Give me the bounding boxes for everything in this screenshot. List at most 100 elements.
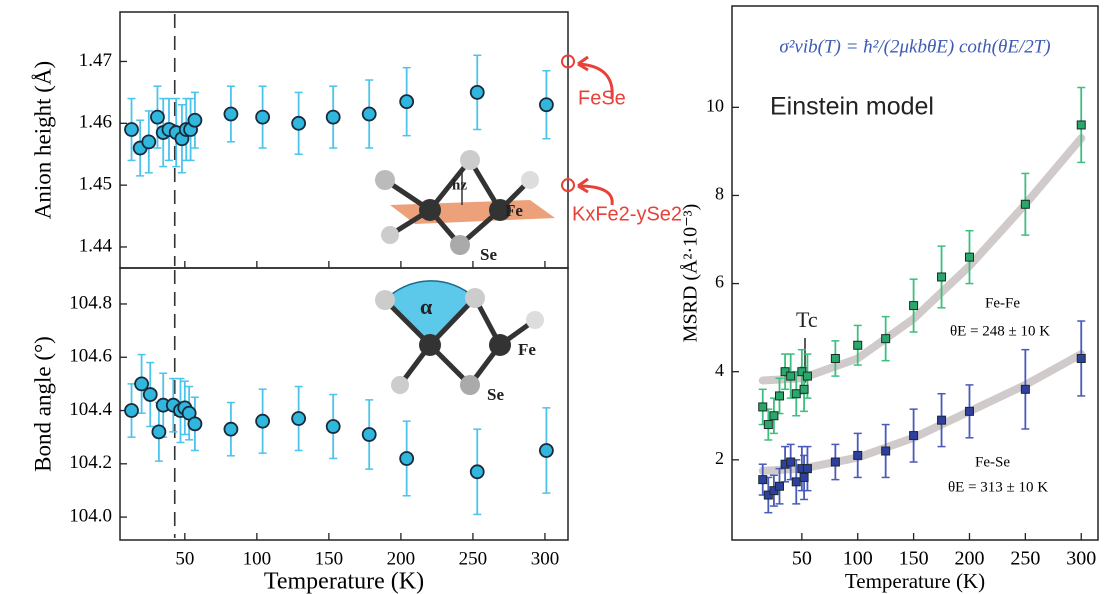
data-point <box>786 371 796 381</box>
fit-curve <box>758 134 1086 385</box>
data-point <box>469 464 485 480</box>
data-point <box>1076 353 1086 363</box>
x-tick-label: 250 <box>459 548 488 569</box>
y-tick-label: 1.46 <box>79 112 112 133</box>
annotation: Tc <box>796 307 818 332</box>
data-point <box>291 411 307 426</box>
data-point <box>853 340 863 350</box>
x-tick-label: 300 <box>531 548 560 569</box>
data-point <box>1076 120 1086 130</box>
reference-label: FeSe <box>578 88 626 110</box>
y-tick-label: 104.6 <box>69 346 112 367</box>
y-tick-label: 1.44 <box>79 235 113 256</box>
reference-point <box>561 178 575 193</box>
data-point <box>853 450 863 460</box>
y-tick-label: 104.2 <box>69 452 112 473</box>
y-tick-label: 104.4 <box>69 399 112 420</box>
data-point <box>325 419 341 434</box>
data-point <box>255 413 271 429</box>
reference-label: KxFe2-ySe2 <box>572 203 682 225</box>
data-point <box>538 97 554 113</box>
annotation: Fe <box>505 201 523 220</box>
reference-point <box>561 54 575 69</box>
series-label: Fe-Fe <box>985 295 1020 311</box>
series-annotation: θE = 313 ± 10 K <box>948 479 1048 495</box>
data-point <box>830 457 840 467</box>
y-axis-label: MSRD (Å²·10⁻³) <box>680 204 702 343</box>
x-tick-label: 50 <box>175 548 194 569</box>
y-tick-label: 2 <box>715 448 724 468</box>
annotation: hz <box>452 177 467 193</box>
y-axis-label: Bond angle (°) <box>30 336 55 472</box>
data-point <box>774 391 784 401</box>
structure-illustration <box>375 150 555 255</box>
data-point <box>361 106 377 122</box>
y-tick-label: 1.47 <box>79 50 112 71</box>
y-tick-label: 10 <box>706 95 724 115</box>
data-point <box>937 415 947 425</box>
x-axis-label: Temperature (K) <box>845 569 985 593</box>
y-tick-label: 1.45 <box>79 173 112 194</box>
data-point <box>791 389 801 399</box>
data-point <box>399 94 415 110</box>
chart-title: σ²vib(T) = ħ²/(2μkbθE) coth(θE/2T) <box>779 36 1050 57</box>
annotation: α <box>420 294 433 319</box>
x-tick-label: 300 <box>1066 548 1096 570</box>
x-tick-label: 150 <box>899 548 929 570</box>
plot-frame <box>119 267 569 541</box>
x-tick-label: 50 <box>792 548 812 570</box>
data-point <box>134 376 150 392</box>
series-annotation: θE = 248 ± 10 K <box>950 323 1050 339</box>
x-tick-label: 100 <box>843 548 873 570</box>
data-point <box>399 451 415 466</box>
data-point <box>187 416 203 432</box>
structure-illustration <box>375 280 544 395</box>
data-point <box>758 402 768 412</box>
data-point <box>799 384 809 394</box>
y-tick-label: 104.0 <box>69 505 112 526</box>
data-point <box>769 411 779 421</box>
x-tick-label: 200 <box>387 548 416 569</box>
data-point <box>223 106 239 122</box>
data-point <box>786 457 796 467</box>
x-tick-label: 200 <box>954 548 984 570</box>
data-point <box>142 387 158 402</box>
data-point <box>1020 384 1030 394</box>
data-point <box>141 134 157 150</box>
data-point <box>881 446 891 456</box>
y-tick-label: 4 <box>715 360 724 380</box>
data-point <box>469 84 485 100</box>
data-point <box>763 420 773 430</box>
x-axis-label: Temperature (K) <box>264 569 424 594</box>
reference-arrows <box>577 55 614 206</box>
y-axis-label: Anion height (Å) <box>30 61 55 219</box>
data-point <box>937 272 947 282</box>
data-point <box>187 112 203 128</box>
data-point <box>124 403 139 418</box>
y-tick-label: 104.8 <box>69 292 112 313</box>
data-point <box>758 475 768 485</box>
data-point <box>223 421 239 437</box>
x-tick-label: 250 <box>1010 548 1040 570</box>
data-point <box>802 371 812 381</box>
data-point <box>964 406 974 416</box>
chart-subtitle: Einstein model <box>770 93 934 121</box>
data-point <box>124 122 139 137</box>
data-point <box>964 252 974 262</box>
annotation: Se <box>487 385 504 404</box>
annotation: Fe <box>518 340 536 359</box>
data-point <box>909 431 919 441</box>
data-point <box>538 443 554 458</box>
data-point <box>150 109 165 125</box>
series-label: Fe-Se <box>975 454 1010 470</box>
data-point <box>909 301 919 311</box>
data-point <box>791 477 801 487</box>
data-point <box>881 334 891 344</box>
data-point <box>1020 199 1030 209</box>
annotation: Se <box>480 245 497 264</box>
x-tick-label: 100 <box>243 548 272 569</box>
y-tick-label: 8 <box>715 184 724 204</box>
x-tick-label: 150 <box>315 548 344 569</box>
data-point <box>799 472 809 482</box>
